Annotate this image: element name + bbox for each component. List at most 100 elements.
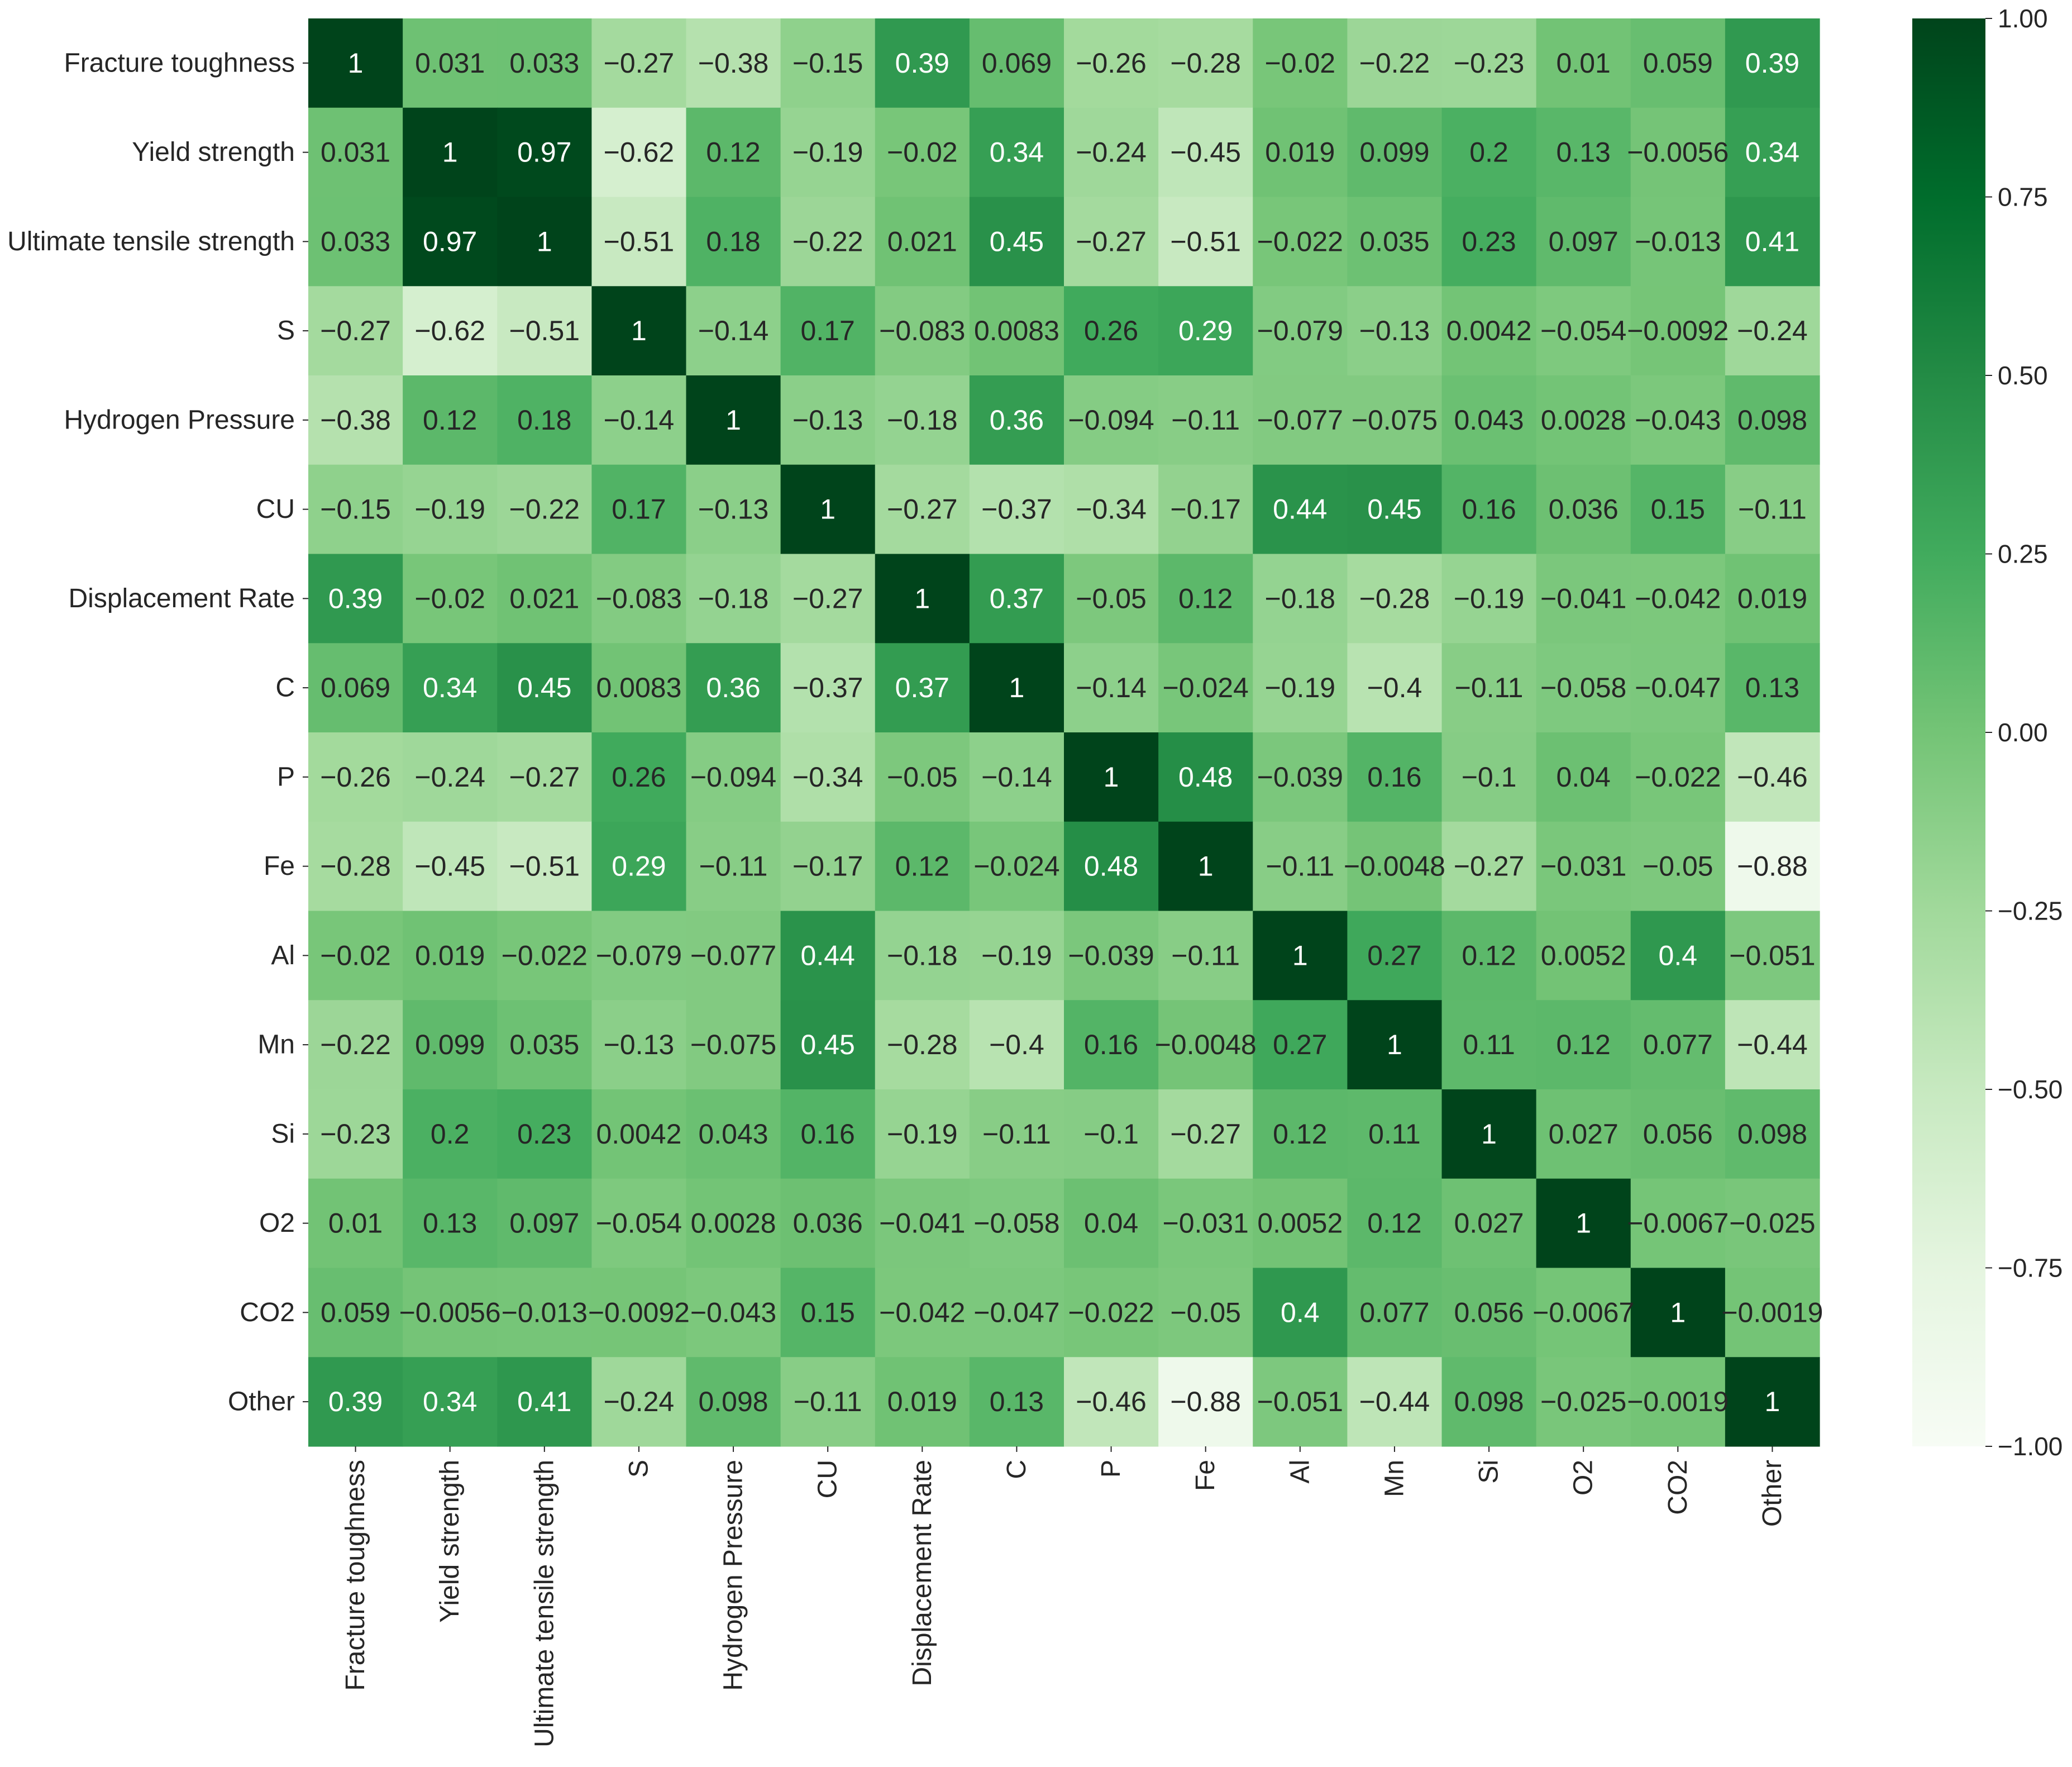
heatmap-cell (1064, 821, 1159, 912)
heatmap-cell (1536, 464, 1631, 555)
heatmap-cell (497, 1357, 592, 1447)
heatmap-cell (1630, 464, 1726, 555)
heatmap-cell (1064, 1357, 1159, 1447)
cell-value-label: 0.37 (895, 672, 949, 703)
heatmap-cell (1253, 1000, 1348, 1090)
cell-value-label: −0.0056 (399, 1297, 501, 1328)
cell-value-label: 0.01 (1557, 47, 1611, 79)
cell-value-label: 1 (1765, 1386, 1780, 1417)
cell-value-label: −0.22 (320, 1029, 391, 1060)
cell-value-label: 0.27 (1273, 1029, 1327, 1060)
heatmap-cell (686, 821, 781, 912)
cell-value-label: −0.14 (981, 761, 1052, 793)
cell-value-label: −0.27 (320, 315, 391, 346)
heatmap-cell (591, 107, 687, 198)
heatmap-cell (1347, 1000, 1443, 1090)
row-label-yield-strength: Yield strength (132, 137, 295, 167)
cell-value-label: 0.077 (1643, 1029, 1713, 1060)
cell-value-label: 1 (1387, 1029, 1402, 1060)
cell-value-label: −0.45 (414, 851, 485, 882)
cell-value-label: −0.26 (320, 761, 391, 793)
cell-value-label: −0.022 (1068, 1297, 1154, 1328)
heatmap-cell (780, 18, 876, 108)
cell-value-label: −0.27 (887, 494, 958, 525)
column-label-fracture-toughness: Fracture toughness (341, 1460, 370, 1691)
heatmap-cell (1253, 1357, 1348, 1447)
heatmap-cell (403, 107, 498, 198)
heatmap-cell (403, 1268, 498, 1358)
cell-value-label: −0.11 (1171, 940, 1240, 971)
heatmap-cell (497, 107, 592, 198)
heatmap-cell (875, 554, 970, 644)
heatmap-cell (1158, 1178, 1253, 1269)
column-label-other: Other (1758, 1460, 1787, 1527)
heatmap-cell (780, 1268, 876, 1358)
cell-value-label: −0.28 (887, 1029, 958, 1060)
cell-value-label: 0.0042 (1446, 315, 1532, 346)
cell-value-label: 0.027 (1454, 1208, 1524, 1239)
heatmap-cell (1725, 911, 1820, 1001)
heatmap-cell (1158, 286, 1253, 376)
cell-value-label: −0.62 (604, 137, 675, 168)
cell-value-label: 0.027 (1549, 1118, 1619, 1150)
heatmap-cell (1158, 1357, 1253, 1447)
cell-value-label: 0.099 (415, 1029, 485, 1060)
cell-value-label: −0.38 (698, 47, 769, 79)
heatmap-cell (686, 911, 781, 1001)
heatmap-cell (1725, 464, 1820, 555)
heatmap-cell (403, 1357, 498, 1447)
heatmap-cell (1158, 107, 1253, 198)
cell-value-label: 0.36 (706, 672, 760, 703)
cell-value-label: 0.15 (1651, 494, 1705, 525)
cell-value-label: 0.069 (321, 672, 390, 703)
heatmap-cell (1630, 1357, 1726, 1447)
cell-value-label: −0.13 (698, 494, 769, 525)
cell-value-label: 0.13 (423, 1208, 477, 1239)
cell-value-label: 0.45 (801, 1029, 855, 1060)
heatmap-cell (1064, 643, 1159, 733)
cell-value-label: −0.19 (414, 494, 485, 525)
heatmap-cell (1158, 732, 1253, 822)
cell-value-label: 0.0083 (974, 315, 1059, 346)
heatmap-cell (591, 197, 687, 287)
cell-value-label: 0.44 (801, 940, 855, 971)
cell-value-label: 0.04 (1557, 761, 1611, 793)
heatmap-cell (497, 1178, 592, 1269)
heatmap-cell (969, 107, 1064, 198)
cell-value-label: −0.079 (1257, 315, 1343, 346)
cell-value-label: 0.48 (1084, 851, 1138, 882)
heatmap-cell (1441, 732, 1537, 822)
heatmap-cell (1441, 197, 1537, 287)
cell-value-label: 0.17 (612, 494, 666, 525)
heatmap-cell (1725, 18, 1820, 108)
heatmap-cell (780, 554, 876, 644)
cell-value-label: −0.24 (1737, 315, 1808, 346)
heatmap-cell (1630, 197, 1726, 287)
heatmap-cell (497, 1000, 592, 1090)
heatmap-cell (1536, 1089, 1631, 1179)
cell-value-label: 0.059 (1643, 47, 1713, 79)
cell-value-label: 0.098 (1737, 404, 1807, 436)
heatmap-cell (1536, 732, 1631, 822)
heatmap-cell (1064, 375, 1159, 465)
cell-value-label: 0.099 (1359, 137, 1429, 168)
heatmap-cell (780, 911, 876, 1001)
row-label-ultimate-tensile-strength: Ultimate tensile strength (7, 227, 295, 256)
heatmap-cell (969, 375, 1064, 465)
cell-value-label: −0.13 (604, 1029, 675, 1060)
heatmap-cell (403, 554, 498, 644)
cell-value-label: −0.13 (792, 404, 863, 436)
cell-value-label: −0.27 (509, 761, 580, 793)
heatmap-cell (1536, 1268, 1631, 1358)
heatmap-cell (1630, 1000, 1726, 1090)
heatmap-cell (1347, 375, 1443, 465)
cell-value-label: −0.1 (1083, 1118, 1139, 1150)
heatmap-cell (1441, 821, 1537, 912)
heatmap-cell (497, 643, 592, 733)
cell-value-label: 0.043 (698, 1118, 768, 1150)
cell-value-label: −0.0019 (1721, 1297, 1823, 1328)
cell-value-label: −0.11 (1455, 672, 1524, 703)
heatmap-cell (497, 197, 592, 287)
heatmap-cell (875, 1268, 970, 1358)
heatmap-cell (875, 286, 970, 376)
